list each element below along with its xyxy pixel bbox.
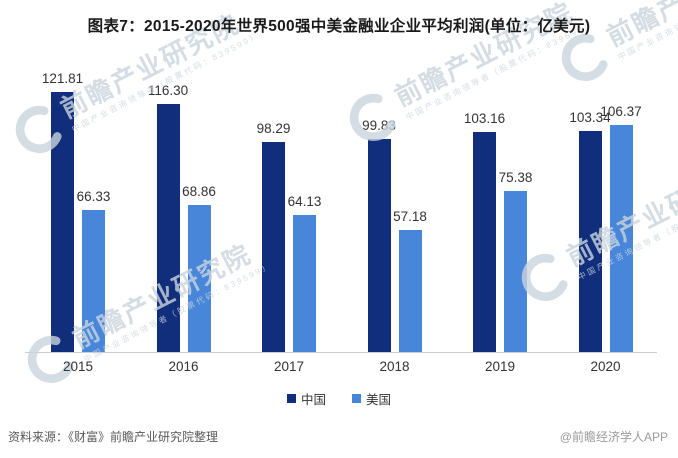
value-label: 106.37 [600,104,642,119]
bar-2016-中国 [156,104,180,352]
bar-2015-美国 [82,210,105,352]
bar-2020-美国 [609,125,633,352]
legend-label: 美国 [366,393,392,407]
chart-title: 图表7：2015-2020年世界500强中美金融业企业平均利润(单位：亿美元) [87,18,591,35]
bar-2017-中国 [262,142,285,352]
x-axis-line [25,352,657,353]
bar-2019-中国 [473,132,496,352]
legend-label: 中国 [300,393,326,407]
value-label: 103.16 [463,111,506,126]
bar-2016-美国 [187,205,211,352]
bar-2019-美国 [504,191,527,352]
bar-2015-中国 [51,92,74,352]
legend-swatch [352,394,361,403]
bar-2020-中国 [578,131,602,352]
legend: 中国 美国 [0,389,678,408]
value-label: 64.13 [287,194,322,209]
legend-swatch [286,394,296,403]
credit: @前瞻经济学人APP [559,430,668,444]
bar-2017-美国 [293,215,316,352]
legend-item-中国: 中国 [286,389,326,408]
bar-2018-美国 [398,230,422,352]
value-label: 99.83 [362,118,396,133]
value-label: 103.34 [569,110,611,125]
bar-2018-中国 [367,139,391,352]
source-note: 资料来源：《财富》前瞻产业研究院整理 [8,430,219,444]
legend-item-美国: 美国 [352,389,391,408]
value-label: 68.86 [182,184,216,199]
value-label: 66.33 [76,189,111,204]
value-label: 57.18 [393,209,427,224]
value-label: 121.81 [41,71,84,86]
value-label: 98.29 [256,121,291,136]
value-label: 116.30 [147,83,189,98]
value-label: 75.38 [498,170,533,185]
